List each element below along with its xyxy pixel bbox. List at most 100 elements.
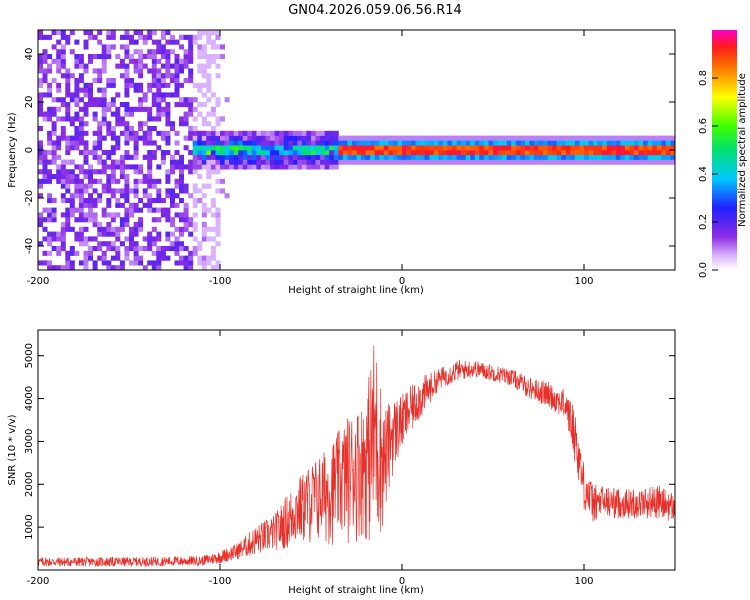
spectrogram-cell (206, 34, 212, 40)
snr-y-label: SNR (10 * v/v) (7, 414, 18, 485)
spectrogram-cell (115, 92, 121, 98)
spectrogram-cell (206, 39, 212, 45)
spectrogram-cell (138, 164, 144, 170)
spectrogram-cell (38, 217, 43, 223)
spectrogram-cell (179, 198, 184, 204)
spectrogram-cell (602, 135, 608, 141)
spectrogram-cell (138, 54, 144, 60)
spectrogram-cell (101, 150, 107, 156)
spectrogram-cell (156, 68, 162, 74)
spectrogram-cell (174, 54, 180, 60)
spectrogram-cell (270, 130, 275, 136)
spectrogram-cell (51, 30, 57, 36)
spectrogram-cell (333, 135, 339, 141)
spectrogram-cell (147, 169, 153, 175)
spectrogram-cell (411, 150, 417, 156)
spectrogram-cell (88, 207, 93, 213)
spectrogram-cell (56, 39, 62, 45)
spectrogram-cell (406, 159, 412, 165)
spectrogram-cell (515, 159, 521, 165)
spectrogram-cell (92, 145, 98, 151)
spectrogram-cell (497, 145, 503, 151)
spectrogram-cell (51, 140, 57, 146)
spectrogram-cell (56, 87, 62, 93)
spectrogram-cell (442, 150, 448, 156)
spectrogram-cell (101, 87, 107, 93)
spectrogram-cell (101, 44, 107, 50)
spectrogram-cell (233, 135, 239, 141)
spectrogram-cell (233, 140, 239, 146)
spectrogram-cell (611, 145, 617, 151)
spectrogram-cell (333, 140, 339, 146)
spectrogram-cell (197, 154, 203, 160)
spectrogram-cell (256, 159, 262, 165)
spectrogram-cell (124, 183, 130, 189)
spectrogram-cell (97, 231, 103, 237)
spectrogram-cell (38, 63, 43, 69)
spectrogram-cell (615, 159, 621, 165)
spectrogram-cell (160, 44, 166, 50)
spectrogram-cell (379, 154, 385, 160)
spectrogram-cell (101, 260, 107, 266)
spectrogram-cell (65, 226, 71, 232)
spectrogram-cell (110, 265, 116, 271)
spectrogram-cell (78, 121, 84, 127)
spectrogram-cell (470, 150, 476, 156)
spectrogram-cell (529, 150, 535, 156)
spectrogram-cell (92, 202, 98, 208)
spectrogram-cell (206, 164, 212, 170)
spectrogram-cell (83, 174, 89, 180)
figure-title: GN04.2026.059.06.56.R14 (288, 3, 462, 18)
spectrogram-cell (279, 159, 285, 165)
spectrogram-cell (224, 97, 230, 103)
spectrogram-cell (388, 145, 394, 151)
spectrogram-cell (92, 150, 98, 156)
spectrogram-cell (215, 260, 221, 266)
spectrogram-cell (629, 159, 635, 165)
spectrogram-cell (288, 130, 294, 136)
spectrogram-cell (311, 135, 316, 141)
spectrogram-cell (92, 178, 98, 184)
spectrogram-cell (356, 140, 362, 146)
spectrogram-cell (83, 202, 89, 208)
spectrogram-cell (433, 154, 439, 160)
spectrogram-cell (119, 159, 125, 165)
spectrogram-cell (374, 135, 380, 141)
spectrogram-cell (151, 78, 157, 84)
spectrogram-cell (201, 164, 207, 170)
spectrogram-cell (479, 135, 485, 141)
spectrogram-cell (56, 58, 62, 64)
spectrogram-cell (74, 231, 80, 237)
spectrogram-cell (60, 265, 66, 271)
spectrogram-cell (38, 68, 43, 74)
spectrogram-cell (42, 154, 48, 160)
spectrogram-cell (283, 130, 289, 136)
spectrogram-cell (406, 135, 412, 141)
spectrogram-cell (411, 140, 417, 146)
spectrogram-cell (138, 87, 144, 93)
spectrogram-cell (129, 188, 134, 194)
spectrogram-cell (429, 140, 435, 146)
spectrogram-cell (188, 102, 194, 108)
spectrogram-cell (324, 154, 330, 160)
spectrogram-cell (224, 140, 230, 146)
spectrogram-cell (260, 130, 266, 136)
spectrogram-cell (83, 159, 89, 165)
spectrogram-cell (183, 111, 189, 117)
spectrogram-cell (88, 54, 93, 60)
spectrogram-cell (56, 68, 62, 74)
spectrogram-cell (201, 135, 207, 141)
spectrogram-cell (351, 140, 357, 146)
spectrogram-cell (106, 202, 112, 208)
spectrogram-cell (552, 154, 558, 160)
spectrogram-cell (561, 140, 567, 146)
spectrogram-cell (188, 150, 194, 156)
spectrogram-cell (224, 150, 230, 156)
spectrogram-cell (215, 231, 221, 237)
spectrogram-cell (88, 178, 93, 184)
spectrogram-cell (192, 159, 198, 165)
spectrogram-cell (529, 154, 535, 160)
spectrogram-cell (92, 246, 98, 252)
spectrogram-cell (311, 145, 316, 151)
spectrogram-cell (129, 236, 134, 242)
